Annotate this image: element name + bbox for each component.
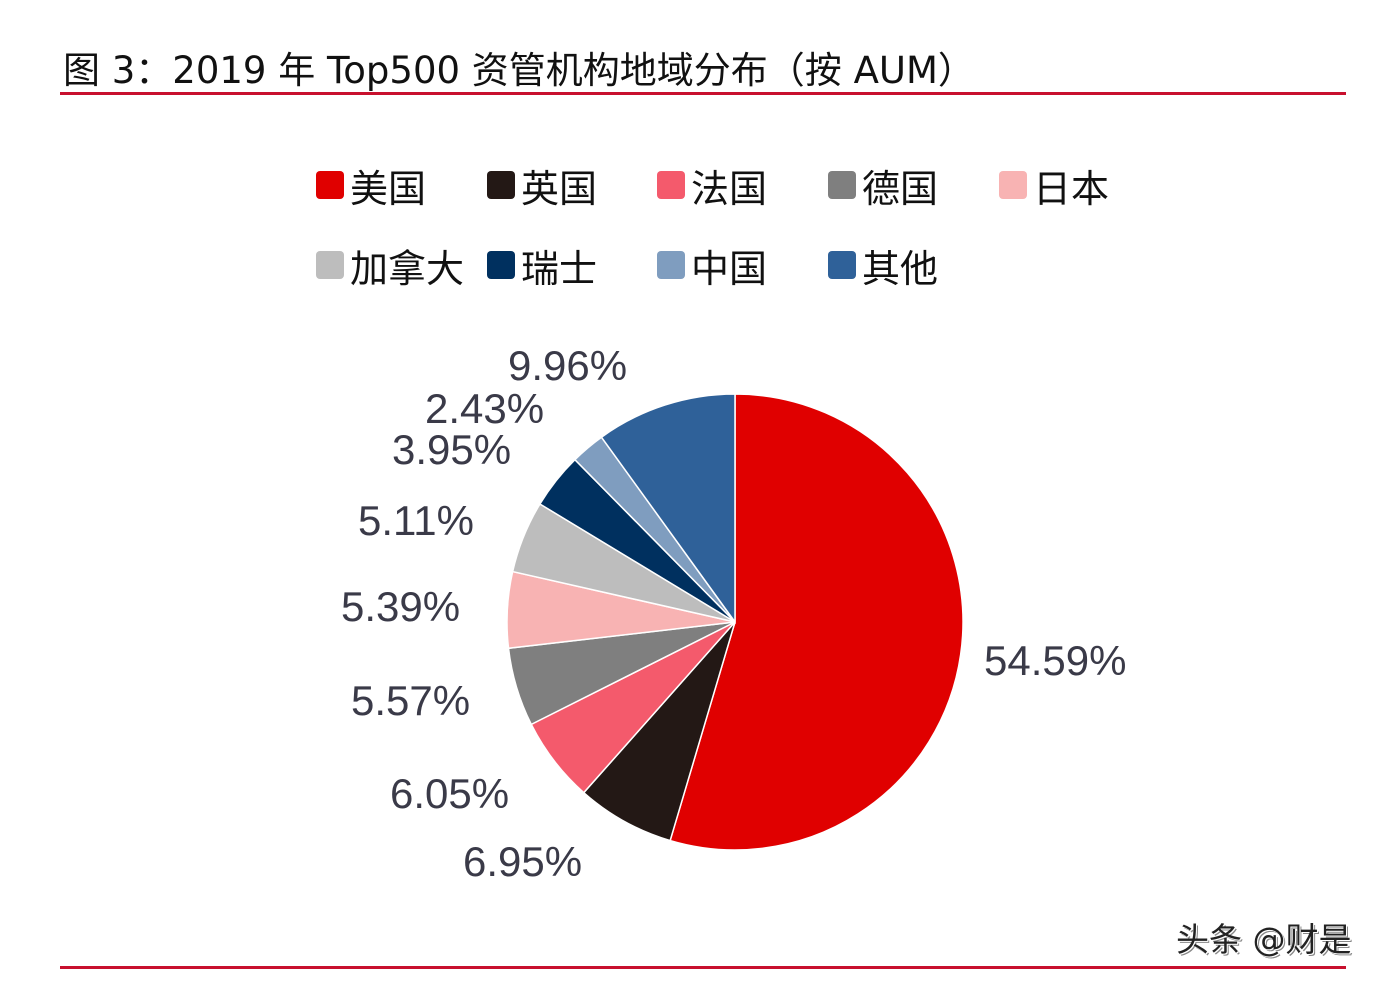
pie-slice <box>600 393 736 625</box>
legend-swatch <box>487 251 515 279</box>
legend-swatch <box>487 171 515 199</box>
legend-item: 法国 <box>657 163 767 211</box>
data-label: 5.11% <box>358 497 474 544</box>
legend-label: 瑞士 <box>521 246 598 291</box>
legend-swatch <box>828 171 856 199</box>
watermark: 头条 @财是 <box>1176 920 1352 959</box>
data-label: 6.95% <box>463 838 583 885</box>
legend-swatch <box>657 251 685 279</box>
legend-swatch <box>657 171 685 199</box>
legend-label: 加拿大 <box>350 246 465 291</box>
data-label: 5.57% <box>351 677 471 724</box>
legend-item: 德国 <box>828 163 938 211</box>
legend-item: 其他 <box>828 243 938 291</box>
data-label: 54.59% <box>984 637 1127 684</box>
legend-swatch <box>828 251 856 279</box>
legend-label: 法国 <box>691 166 768 211</box>
legend-label: 日本 <box>1033 166 1110 211</box>
legend-item: 加拿大 <box>316 243 464 291</box>
legend-label: 中国 <box>691 246 768 291</box>
data-label: 2.43% <box>425 385 545 432</box>
legend-label: 其他 <box>862 246 939 291</box>
legend-swatch <box>316 171 344 199</box>
data-label: 9.96% <box>508 342 628 389</box>
legend-item: 日本 <box>999 163 1109 211</box>
legend-swatch <box>316 251 344 279</box>
bottom-divider <box>60 966 1346 969</box>
legend-item: 瑞士 <box>487 243 597 291</box>
top-divider <box>60 92 1346 95</box>
legend-item: 美国 <box>316 163 426 211</box>
legend-swatch <box>999 171 1027 199</box>
legend-label: 美国 <box>350 166 427 211</box>
legend-label: 英国 <box>521 166 598 211</box>
legend-item: 英国 <box>487 163 597 211</box>
pie-slice <box>669 393 964 851</box>
data-label: 6.05% <box>390 770 510 817</box>
data-label: 5.39% <box>341 583 461 630</box>
legend-label: 德国 <box>862 166 939 211</box>
legend-item: 中国 <box>657 243 767 291</box>
data-label: 3.95% <box>392 426 512 473</box>
chart-title: 图 3：2019 年 Top500 资管机构地域分布（按 AUM） <box>63 49 975 92</box>
